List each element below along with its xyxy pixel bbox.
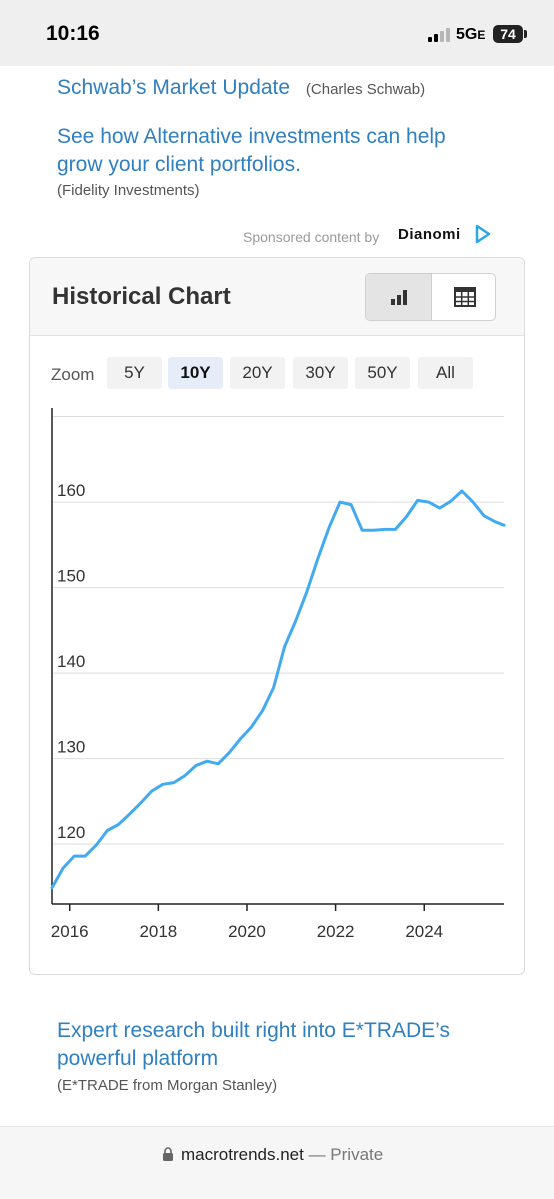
battery-icon: 74 <box>493 25 523 43</box>
zoom-all-button[interactable]: All <box>418 357 473 389</box>
sponsored-label: Sponsored content by <box>243 229 380 245</box>
ad-link-schwab[interactable]: Schwab’s Market Update (Charles Schwab) <box>57 74 425 104</box>
zoom-50y-button[interactable]: 50Y <box>355 357 410 389</box>
y-tick-label: 150 <box>57 567 85 586</box>
historical-line-chart[interactable]: 120 130 140 150 160 2016 2018 2020 2022 2024 <box>30 398 524 968</box>
status-bar: 10:16 5GE 74 <box>0 0 554 66</box>
x-ticks: 2016 2018 2020 2022 2024 <box>51 904 443 941</box>
y-tick-label: 160 <box>57 481 85 500</box>
dianomi-logo[interactable]: Dianomi <box>398 226 461 243</box>
x-tick-label: 2024 <box>405 922 443 941</box>
battery-tip <box>524 30 527 38</box>
y-tick-label: 120 <box>57 823 85 842</box>
browser-url-bar[interactable]: macrotrends.net — Private <box>0 1126 554 1199</box>
table-view-button[interactable] <box>432 274 495 320</box>
zoom-5y-button[interactable]: 5Y <box>107 357 162 389</box>
card-header: Historical Chart <box>30 258 524 336</box>
bar-chart-icon <box>390 290 407 305</box>
zoom-30y-button[interactable]: 30Y <box>293 357 348 389</box>
x-tick-label: 2018 <box>139 922 177 941</box>
url-text: macrotrends.net — Private <box>181 1145 383 1165</box>
ad-source: (E*TRADE from Morgan Stanley) <box>57 1077 278 1094</box>
url-private-label: — Private <box>308 1145 384 1164</box>
y-tick-label: 140 <box>57 652 85 671</box>
ad-title-line1: Expert research built right into E*TRADE… <box>57 1019 450 1042</box>
historical-chart-card: Historical Chart <box>29 257 525 975</box>
network-type: 5GE <box>456 26 486 43</box>
signal-icon <box>428 28 452 42</box>
ad-title-line1: See how Alternative investments can help <box>57 125 446 148</box>
toggle-divider <box>431 274 432 320</box>
ad-link-etrade[interactable]: Expert research built right into E*TRADE… <box>57 1017 450 1073</box>
view-toggle <box>365 273 496 321</box>
y-tick-label: 130 <box>57 738 85 757</box>
zoom-label: Zoom <box>51 365 95 384</box>
ad-source: (Fidelity Investments) <box>57 182 200 199</box>
ad-title-line2: powerful platform <box>57 1047 219 1070</box>
y-tick-labels: 120 130 140 150 160 <box>57 481 85 842</box>
x-tick-label: 2020 <box>228 922 266 941</box>
card-title: Historical Chart <box>52 283 231 310</box>
zoom-10y-button[interactable]: 10Y <box>168 357 223 389</box>
ad-link-fidelity[interactable]: See how Alternative investments can help… <box>57 123 446 179</box>
x-tick-label: 2016 <box>51 922 89 941</box>
dianomi-play-icon[interactable] <box>474 224 492 249</box>
grid-lines <box>52 416 504 845</box>
url-domain: macrotrends.net <box>181 1145 304 1164</box>
status-time: 10:16 <box>46 22 100 45</box>
series-line <box>50 489 506 890</box>
zoom-20y-button[interactable]: 20Y <box>230 357 285 389</box>
x-tick-label: 2022 <box>317 922 355 941</box>
ad-title: Schwab’s Market Update <box>57 76 291 99</box>
table-icon <box>453 287 476 307</box>
ad-source: (Charles Schwab) <box>305 81 426 98</box>
lock-icon <box>162 1147 174 1167</box>
ad-title-line2: grow your client portfolios. <box>57 153 301 176</box>
chart-view-button[interactable] <box>366 274 431 320</box>
